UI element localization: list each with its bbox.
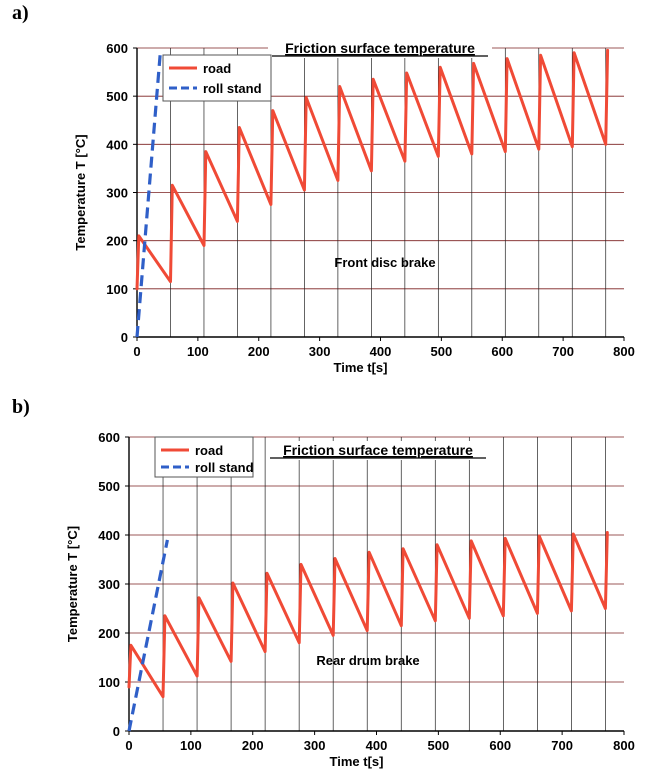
x-tick-label: 300 (304, 738, 326, 753)
x-tick-label: 700 (552, 344, 574, 359)
x-tick-label: 600 (491, 344, 513, 359)
y-axis-title: Temperature T [°C] (73, 134, 88, 250)
y-tick-label: 300 (106, 186, 128, 201)
x-axis-title: Time t[s] (330, 754, 384, 769)
y-tick-label: 400 (98, 528, 120, 543)
y-tick-label: 200 (106, 234, 128, 249)
title-backdrop (268, 39, 492, 58)
chart-rear-drum-brake: 0 100 200 300 400 500 600 0 100 200 300 400 500 600 70… (65, 430, 635, 769)
x-tick-label: 100 (180, 738, 202, 753)
y-tick-label: 500 (98, 479, 120, 494)
x-tick-label: 800 (613, 344, 635, 359)
series-line-roll-stand (127, 539, 169, 732)
y-tick-label: 600 (106, 41, 128, 56)
x-tick-label: 800 (613, 738, 635, 753)
y-tick-label: 100 (106, 282, 128, 297)
series-line-road (135, 48, 610, 291)
y-tick-label: 0 (121, 330, 128, 345)
y-tick-label: 500 (106, 89, 128, 104)
y-tick-label: 200 (98, 626, 120, 641)
chart-title: Friction surface temperature (283, 442, 473, 458)
x-axis-title: Time t[s] (334, 360, 388, 375)
legend-label-roll-stand: roll stand (195, 460, 254, 475)
legend-label-road: road (203, 61, 231, 76)
y-tick-label: 100 (98, 675, 120, 690)
x-tick-label: 600 (489, 738, 511, 753)
chart-title: Friction surface temperature (285, 40, 475, 56)
chart-front-disc-brake: 0 100 200 300 400 500 600 0 100 200 300 400 500 600 70… (73, 39, 635, 375)
panel-label-a: a) (12, 2, 29, 24)
x-tick-label: 700 (551, 738, 573, 753)
legend-label-roll-stand: roll stand (203, 81, 262, 96)
y-tick-label: 400 (106, 137, 128, 152)
brake-annotation: Rear drum brake (316, 653, 419, 668)
x-tick-label: 200 (242, 738, 264, 753)
legend-label-road: road (195, 443, 223, 458)
brake-annotation: Front disc brake (334, 255, 435, 270)
y-axis-title: Temperature T [°C] (65, 526, 80, 642)
title-backdrop (266, 441, 490, 460)
y-tick-label: 0 (113, 724, 120, 739)
x-tick-label: 100 (187, 344, 209, 359)
y-tick-label: 300 (98, 577, 120, 592)
x-tick-label: 400 (366, 738, 388, 753)
y-tick-label: 600 (98, 430, 120, 445)
x-tick-label: 300 (309, 344, 331, 359)
series-line-roll-stand (135, 55, 162, 338)
panel-label-b: b) (12, 396, 30, 418)
x-tick-label: 200 (248, 344, 270, 359)
series-line-road (127, 531, 609, 699)
legend-box (162, 54, 272, 102)
legend-box (154, 436, 254, 478)
x-tick-label: 0 (133, 344, 140, 359)
x-tick-label: 500 (428, 738, 450, 753)
x-tick-label: 400 (370, 344, 392, 359)
x-tick-label: 0 (125, 738, 132, 753)
x-tick-label: 500 (431, 344, 453, 359)
